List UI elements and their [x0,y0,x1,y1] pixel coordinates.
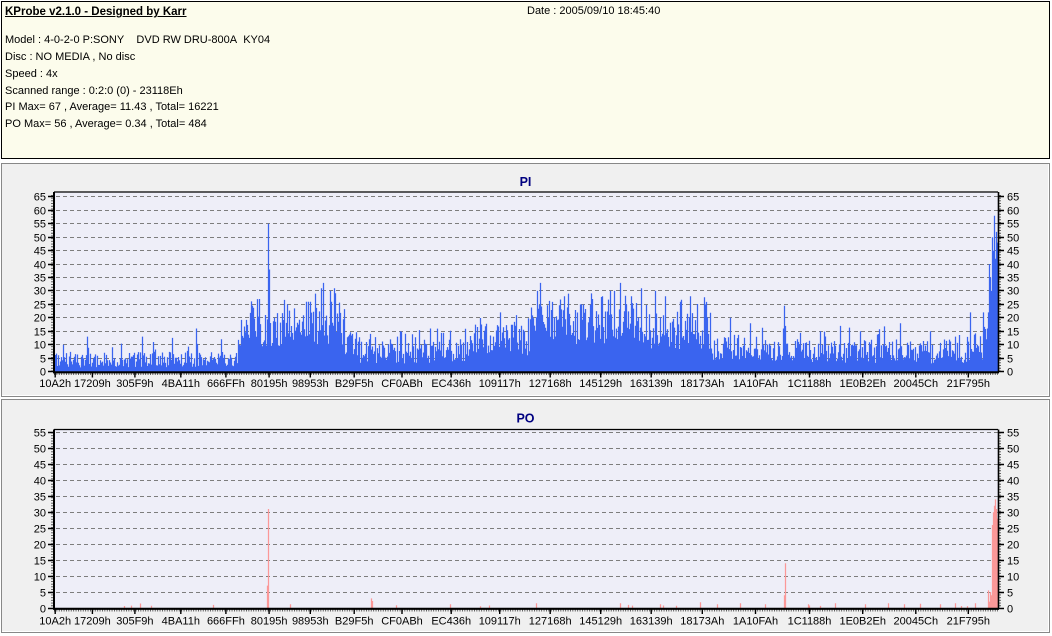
svg-text:109117h: 109117h [479,615,521,627]
svg-text:18173Ah: 18173Ah [680,615,724,627]
svg-text:40: 40 [34,476,46,488]
svg-text:0: 0 [1007,367,1013,379]
svg-text:30: 30 [1007,286,1019,298]
svg-text:0: 0 [40,604,46,616]
svg-text:60: 60 [34,206,46,218]
svg-text:25: 25 [1007,300,1019,312]
svg-text:1E0B2Eh: 1E0B2Eh [839,615,885,627]
svg-text:65: 65 [1007,192,1019,204]
svg-text:5: 5 [1007,354,1013,366]
svg-text:4BA11h: 4BA11h [162,615,200,627]
svg-text:EC436h: EC436h [431,615,471,627]
svg-text:20: 20 [1007,313,1019,325]
svg-text:5: 5 [40,588,46,600]
svg-text:17209h: 17209h [74,378,111,390]
svg-text:20: 20 [34,540,46,552]
svg-text:127168h: 127168h [529,615,572,627]
svg-text:45: 45 [34,460,46,472]
svg-text:40: 40 [34,260,46,272]
svg-text:98953h: 98953h [292,378,329,390]
svg-text:109117h: 109117h [479,378,521,390]
svg-text:EC436h: EC436h [431,378,471,390]
svg-text:20: 20 [34,313,46,325]
svg-text:CF0ABh: CF0ABh [381,615,423,627]
svg-text:1E0B2Eh: 1E0B2Eh [839,378,885,390]
svg-text:15: 15 [34,327,46,339]
svg-text:55: 55 [1007,428,1019,440]
svg-text:25: 25 [34,524,46,536]
svg-text:666FFh: 666FFh [207,615,245,627]
svg-text:10A2h: 10A2h [39,378,71,390]
svg-text:666FFh: 666FFh [207,378,245,390]
svg-text:35: 35 [34,273,46,285]
svg-text:145129h: 145129h [579,615,622,627]
svg-text:PO: PO [516,412,534,426]
svg-text:5: 5 [40,354,46,366]
svg-text:50: 50 [34,444,46,456]
svg-text:127168h: 127168h [529,378,572,390]
svg-text:CF0ABh: CF0ABh [381,378,423,390]
svg-text:15: 15 [1007,327,1019,339]
svg-text:50: 50 [1007,444,1019,456]
svg-text:25: 25 [1007,524,1019,536]
svg-text:B29F5h: B29F5h [335,615,374,627]
svg-text:35: 35 [34,492,46,504]
svg-text:20045Ch: 20045Ch [893,378,938,390]
svg-text:PI: PI [520,175,532,189]
svg-text:21F795h: 21F795h [947,615,990,627]
svg-text:80195h: 80195h [251,378,288,390]
svg-text:55: 55 [34,219,46,231]
svg-text:4BA11h: 4BA11h [162,378,200,390]
svg-text:40: 40 [1007,476,1019,488]
svg-text:80195h: 80195h [251,615,288,627]
svg-text:B29F5h: B29F5h [335,378,374,390]
svg-text:21F795h: 21F795h [947,378,990,390]
svg-text:1A10FAh: 1A10FAh [733,378,778,390]
svg-text:5: 5 [1007,588,1013,600]
svg-text:1C1188h: 1C1188h [788,615,832,627]
svg-text:15: 15 [34,556,46,568]
svg-text:25: 25 [34,300,46,312]
svg-text:0: 0 [40,367,46,379]
svg-text:50: 50 [1007,233,1019,245]
svg-text:45: 45 [34,246,46,258]
svg-text:50: 50 [34,233,46,245]
svg-text:10: 10 [1007,572,1019,584]
svg-text:145129h: 145129h [579,378,622,390]
svg-text:10A2h: 10A2h [39,615,71,627]
svg-text:17209h: 17209h [74,615,111,627]
svg-text:60: 60 [1007,206,1019,218]
svg-text:45: 45 [1007,460,1019,472]
svg-text:305F9h: 305F9h [116,615,153,627]
svg-text:30: 30 [1007,508,1019,520]
svg-text:20045Ch: 20045Ch [893,615,938,627]
svg-text:15: 15 [1007,556,1019,568]
svg-text:20: 20 [1007,540,1019,552]
svg-text:18173Ah: 18173Ah [680,378,724,390]
svg-text:1C1188h: 1C1188h [788,378,832,390]
svg-text:35: 35 [1007,492,1019,504]
svg-text:55: 55 [34,428,46,440]
svg-text:305F9h: 305F9h [116,378,153,390]
svg-text:98953h: 98953h [292,615,329,627]
svg-text:163139h: 163139h [630,615,673,627]
svg-text:55: 55 [1007,219,1019,231]
svg-text:10: 10 [34,340,46,352]
svg-text:40: 40 [1007,260,1019,272]
svg-text:65: 65 [34,192,46,204]
svg-text:10: 10 [34,572,46,584]
svg-text:35: 35 [1007,273,1019,285]
svg-text:10: 10 [1007,340,1019,352]
svg-text:163139h: 163139h [630,378,673,390]
svg-text:30: 30 [34,508,46,520]
svg-text:30: 30 [34,286,46,298]
svg-text:1A10FAh: 1A10FAh [733,615,778,627]
svg-text:0: 0 [1007,604,1013,616]
svg-text:45: 45 [1007,246,1019,258]
